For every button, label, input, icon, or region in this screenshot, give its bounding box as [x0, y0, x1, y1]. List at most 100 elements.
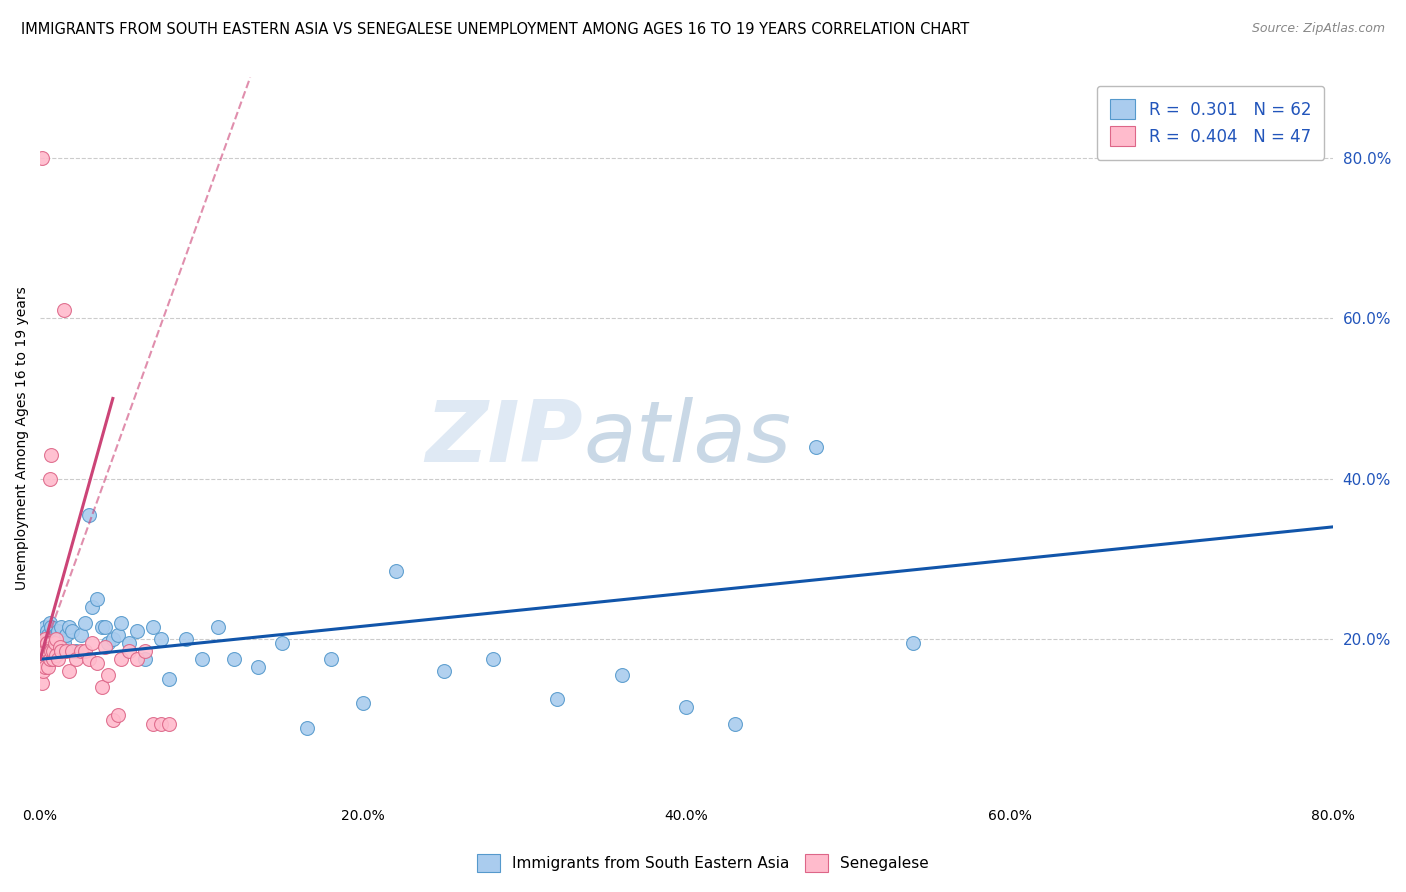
Point	[34, 632, 56, 647]
Point	[118, 644, 141, 658]
Point	[97, 668, 120, 682]
Point	[110, 616, 132, 631]
Point	[34, 644, 56, 658]
Point	[352, 697, 374, 711]
Point	[804, 440, 827, 454]
Point	[107, 628, 129, 642]
Point	[35, 636, 58, 650]
Point	[174, 632, 197, 647]
Point	[38, 472, 60, 486]
Point	[62, 644, 84, 658]
Point	[90, 620, 112, 634]
Point	[35, 640, 58, 655]
Point	[49, 644, 72, 658]
Point	[32, 652, 55, 666]
Point	[55, 628, 77, 642]
Point	[58, 665, 80, 679]
Point	[46, 624, 69, 639]
Point	[31, 676, 53, 690]
Point	[55, 644, 77, 658]
Point	[44, 636, 66, 650]
Point	[134, 652, 156, 666]
Point	[62, 624, 84, 639]
Point	[42, 636, 65, 650]
Point	[45, 648, 67, 663]
Point	[45, 636, 67, 650]
Point	[86, 592, 108, 607]
Point	[107, 708, 129, 723]
Point	[125, 624, 148, 639]
Point	[271, 636, 294, 650]
Point	[207, 620, 229, 634]
Point	[31, 151, 53, 165]
Point	[42, 652, 65, 666]
Point	[35, 624, 58, 639]
Point	[53, 303, 76, 318]
Point	[110, 652, 132, 666]
Point	[34, 660, 56, 674]
Point	[157, 716, 180, 731]
Point	[295, 721, 318, 735]
Point	[150, 632, 173, 647]
Point	[34, 620, 56, 634]
Point	[31, 636, 53, 650]
Point	[42, 632, 65, 647]
Legend: Immigrants from South Eastern Asia, Senegalese: Immigrants from South Eastern Asia, Sene…	[470, 846, 936, 880]
Point	[65, 652, 87, 666]
Point	[319, 652, 342, 666]
Point	[48, 640, 70, 655]
Point	[53, 636, 76, 650]
Point	[93, 620, 115, 634]
Point	[58, 620, 80, 634]
Point	[65, 644, 87, 658]
Point	[32, 665, 55, 679]
Legend: R =  0.301   N = 62, R =  0.404   N = 47: R = 0.301 N = 62, R = 0.404 N = 47	[1097, 86, 1324, 160]
Point	[86, 657, 108, 671]
Point	[80, 600, 103, 615]
Point	[724, 716, 747, 731]
Point	[37, 644, 59, 658]
Point	[247, 660, 270, 674]
Point	[546, 692, 568, 706]
Point	[41, 448, 63, 462]
Point	[675, 700, 697, 714]
Text: ZIP: ZIP	[426, 397, 583, 480]
Point	[38, 652, 60, 666]
Point	[44, 628, 66, 642]
Point	[46, 652, 69, 666]
Point	[41, 644, 63, 658]
Point	[32, 636, 55, 650]
Text: Source: ZipAtlas.com: Source: ZipAtlas.com	[1251, 22, 1385, 36]
Point	[35, 636, 58, 650]
Point	[48, 632, 70, 647]
Point	[38, 636, 60, 650]
Point	[69, 628, 91, 642]
Point	[150, 716, 173, 731]
Point	[37, 628, 59, 642]
Y-axis label: Unemployment Among Ages 16 to 19 years: Unemployment Among Ages 16 to 19 years	[15, 286, 30, 591]
Point	[125, 652, 148, 666]
Point	[45, 632, 67, 647]
Point	[75, 616, 97, 631]
Point	[41, 644, 63, 658]
Point	[45, 644, 67, 658]
Point	[142, 620, 165, 634]
Point	[433, 665, 456, 679]
Text: IMMIGRANTS FROM SOUTH EASTERN ASIA VS SENEGALESE UNEMPLOYMENT AMONG AGES 16 TO 1: IMMIGRANTS FROM SOUTH EASTERN ASIA VS SE…	[21, 22, 969, 37]
Point	[41, 620, 63, 634]
Point	[49, 620, 72, 634]
Point	[481, 652, 503, 666]
Point	[901, 636, 924, 650]
Point	[90, 681, 112, 695]
Point	[44, 640, 66, 655]
Point	[77, 508, 100, 522]
Point	[93, 640, 115, 655]
Point	[101, 713, 124, 727]
Point	[222, 652, 245, 666]
Point	[118, 636, 141, 650]
Point	[42, 644, 65, 658]
Point	[38, 616, 60, 631]
Point	[32, 644, 55, 658]
Point	[101, 632, 124, 647]
Point	[142, 716, 165, 731]
